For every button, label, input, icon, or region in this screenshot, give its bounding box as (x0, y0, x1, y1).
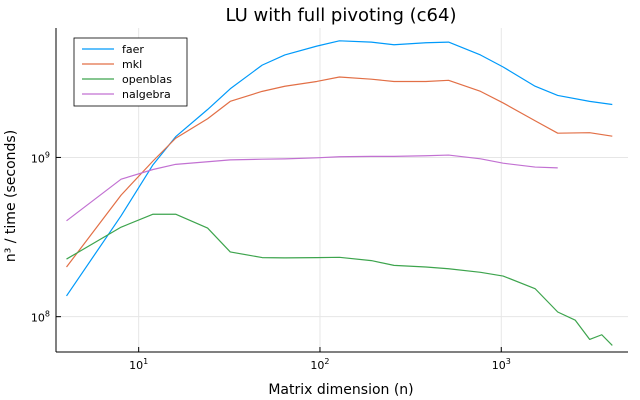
series-line-openblas (66, 213, 613, 346)
x-tick-label: 102 (310, 357, 329, 372)
legend-label-faer: faer (122, 43, 144, 56)
y-axis-label: n³ / time (seconds) (3, 130, 19, 262)
legend-label-mkl: mkl (122, 58, 142, 71)
tick-labels: 101 102 103 108 109 (31, 150, 511, 372)
x-tick-label: 103 (492, 357, 511, 372)
legend-label-nalgebra: nalgebra (122, 88, 171, 101)
series-line-nalgebra (66, 154, 558, 222)
legend-label-openblas: openblas (122, 73, 172, 86)
x-axis-label: Matrix dimension (n) (268, 382, 413, 398)
legend: faer mkl openblas nalgebra (73, 37, 188, 107)
series-line-mkl (66, 76, 613, 268)
y-tick-label: 108 (31, 310, 50, 325)
x-tick-label: 101 (129, 357, 148, 372)
series-line-faer (66, 40, 613, 297)
series-layer (66, 40, 613, 346)
axes (55, 28, 628, 353)
y-tick-label: 109 (31, 150, 50, 165)
chart-title: LU with full pivoting (c64) (226, 5, 457, 26)
